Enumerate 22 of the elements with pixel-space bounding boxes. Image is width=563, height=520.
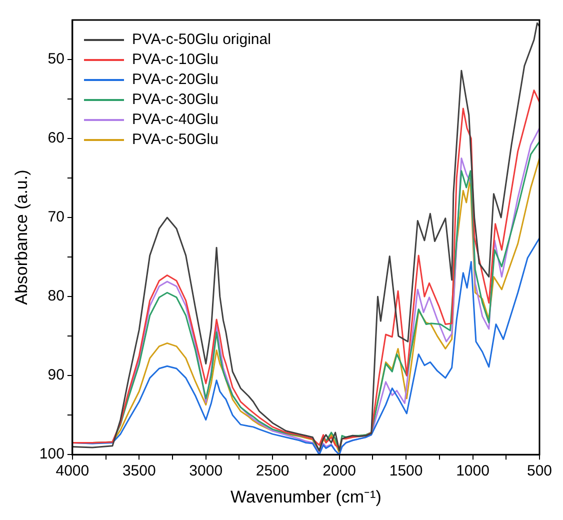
y-tick-label: 80 [48, 288, 64, 305]
x-tick-label: 1000 [456, 462, 490, 480]
x-tick-label: 2500 [256, 462, 290, 480]
legend-label: PVA-c-40Glu [132, 110, 218, 130]
legend-label: PVA-c-10Glu [132, 50, 218, 70]
legend-label: PVA-c-50Glu [132, 130, 218, 150]
legend-label: PVA-c-50Glu original [132, 30, 271, 50]
y-tick-label: 100 [39, 446, 64, 463]
x-tick-label: 3500 [122, 462, 156, 480]
x-axis-title: Wavenumber (cm⁻¹) [230, 487, 382, 506]
y-tick-label: 70 [48, 208, 64, 226]
x-tick-label: 2000 [322, 462, 356, 480]
x-tick-label: 4000 [56, 462, 90, 480]
legend-label: PVA-c-30Glu [132, 90, 218, 110]
y-axis-title: Absorbance (a.u.) [12, 170, 31, 305]
legend-label: PVA-c-20Glu [132, 70, 218, 90]
y-tick-label: 50 [48, 50, 64, 68]
y-tick-label: 60 [48, 130, 64, 147]
x-tick-label: 500 [526, 462, 552, 480]
x-tick-label: 1500 [389, 462, 423, 480]
x-tick-label: 3000 [189, 462, 223, 480]
y-tick-label: 90 [48, 366, 64, 384]
